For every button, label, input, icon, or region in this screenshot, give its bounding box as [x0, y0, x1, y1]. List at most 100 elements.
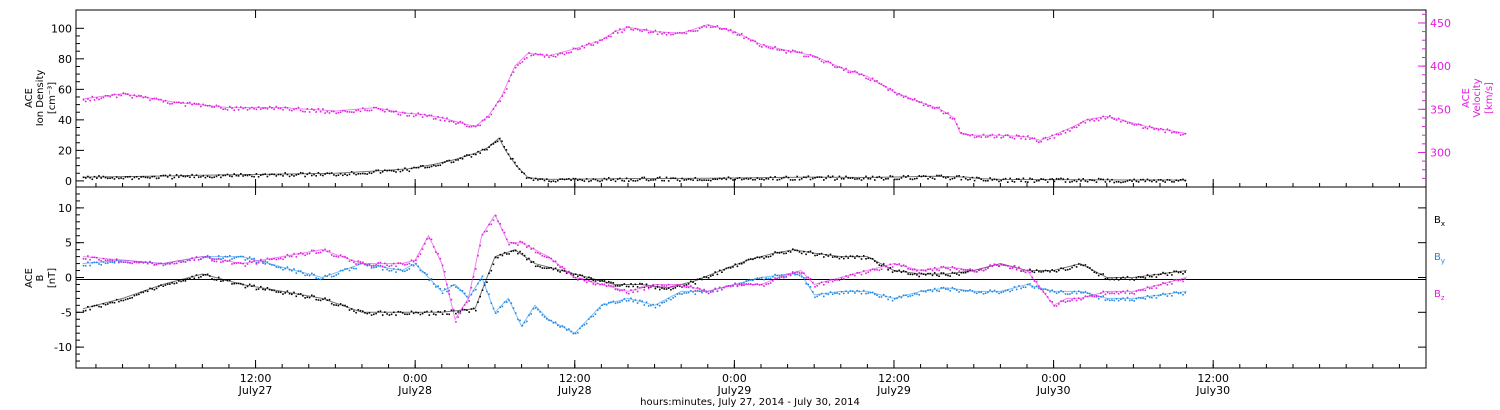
series-bz-point — [424, 243, 426, 245]
series-by-point — [865, 292, 867, 295]
series-bz-point — [561, 266, 564, 268]
series-bx-point — [933, 272, 936, 274]
series-by-point — [315, 277, 317, 279]
series-bx-point — [377, 310, 380, 313]
series-bx-point — [306, 296, 309, 299]
ion-density-series-point — [437, 164, 439, 167]
ion-density-series-point — [630, 178, 632, 181]
series-by-point — [450, 284, 453, 287]
velocity-series-point — [814, 56, 816, 58]
series-bz-point — [1173, 279, 1175, 281]
velocity-series-point — [1133, 124, 1135, 126]
ion-density-series-point — [601, 179, 603, 182]
series-bz-point — [976, 271, 978, 273]
velocity-series-point — [845, 67, 847, 70]
series-bx-point — [814, 254, 816, 257]
series-bx-point — [466, 309, 468, 311]
velocity-series-point — [439, 119, 442, 121]
series-bz-point — [882, 264, 885, 267]
series-by-point — [1129, 299, 1131, 302]
velocity-series-point — [122, 92, 125, 94]
series-bz-point — [135, 261, 138, 264]
series-by-point — [856, 289, 858, 292]
ion-density-series-point — [189, 176, 191, 178]
series-bx-point — [324, 297, 326, 299]
series-bz-point — [1129, 292, 1131, 295]
ion-density-series — [82, 137, 1187, 184]
velocity-series-point — [590, 44, 592, 46]
velocity-series-point — [749, 39, 752, 42]
ion-density-series-point — [284, 172, 286, 174]
ion-density-series-point — [1164, 181, 1166, 183]
series-by-point — [847, 292, 849, 294]
ion-density-series-point — [364, 172, 366, 175]
ion-density-series-point — [980, 178, 982, 180]
series-bx-point — [539, 265, 541, 268]
series-bx-point — [406, 313, 408, 316]
velocity-series-point — [98, 98, 100, 101]
series-bz-point — [909, 268, 912, 271]
velocity-series-point — [546, 53, 548, 56]
velocity-series-point — [279, 107, 282, 110]
series-bx-point — [202, 274, 204, 276]
ion-density-series-point — [878, 175, 881, 178]
velocity-series-point — [459, 120, 462, 123]
ion-density-series-point — [149, 177, 151, 179]
ion-density-series-point — [902, 175, 905, 177]
ion-density-series-point — [913, 178, 916, 180]
series-bz-point — [455, 321, 457, 323]
ion-density-series-point — [211, 176, 213, 179]
ion-density-series-point — [969, 178, 971, 181]
velocity-series-point — [827, 60, 830, 63]
series-by-point — [936, 289, 938, 292]
series-bx-point — [497, 256, 499, 259]
ion-density-series-point — [206, 175, 209, 178]
ion-density-series-point — [849, 177, 852, 179]
series-by-point — [763, 278, 765, 281]
series-bz-point — [623, 288, 626, 291]
series-by-point — [328, 273, 331, 275]
ion-density-series-point — [882, 179, 885, 181]
series-bx-point — [630, 283, 632, 285]
velocity-series-point — [133, 94, 136, 96]
velocity-series-point — [357, 109, 360, 111]
series-bz-point — [322, 249, 324, 252]
velocity-series-point — [1120, 120, 1122, 123]
ion-density-series-point — [178, 176, 180, 178]
series-bz-point — [479, 244, 481, 247]
ion-density-series-point — [1011, 180, 1014, 182]
ion-density-series-point — [302, 172, 304, 174]
series-by-point — [1053, 291, 1056, 293]
ion-density-series-point — [84, 177, 87, 179]
ion-density-series-point — [158, 177, 160, 179]
series-bz-point — [173, 262, 176, 265]
series-bz-point — [594, 283, 597, 286]
ion-density-series-point — [692, 179, 694, 181]
series-bx-point — [255, 288, 258, 291]
series-by-point — [1142, 297, 1144, 299]
ion-density-series-point — [1148, 179, 1151, 182]
velocity-series-point — [849, 71, 852, 74]
ion-density-series-point — [732, 179, 734, 181]
series-by-point — [488, 293, 490, 295]
series-bz-point — [415, 259, 417, 261]
series-by-point — [1124, 299, 1127, 301]
velocity-series-point — [725, 28, 728, 30]
ion-density-series-point — [685, 179, 688, 181]
series-bz-point — [559, 266, 561, 269]
series-bx-point — [729, 267, 732, 269]
ion-density-series-point — [1080, 180, 1082, 182]
series-bz-point — [169, 263, 171, 265]
velocity-series-point — [377, 107, 380, 110]
series-by-point — [1058, 291, 1060, 294]
velocity-series-point — [386, 108, 388, 110]
series-by-point — [989, 289, 991, 291]
ion-density-series-point — [916, 177, 918, 180]
velocity-series-point — [335, 112, 337, 115]
series-bz-point — [670, 286, 672, 288]
series-bx-point — [541, 267, 544, 269]
series-bx-point — [169, 283, 171, 285]
ion-density-series-point — [594, 178, 597, 181]
velocity-series-point — [996, 136, 998, 138]
series-bx-point — [495, 256, 497, 259]
